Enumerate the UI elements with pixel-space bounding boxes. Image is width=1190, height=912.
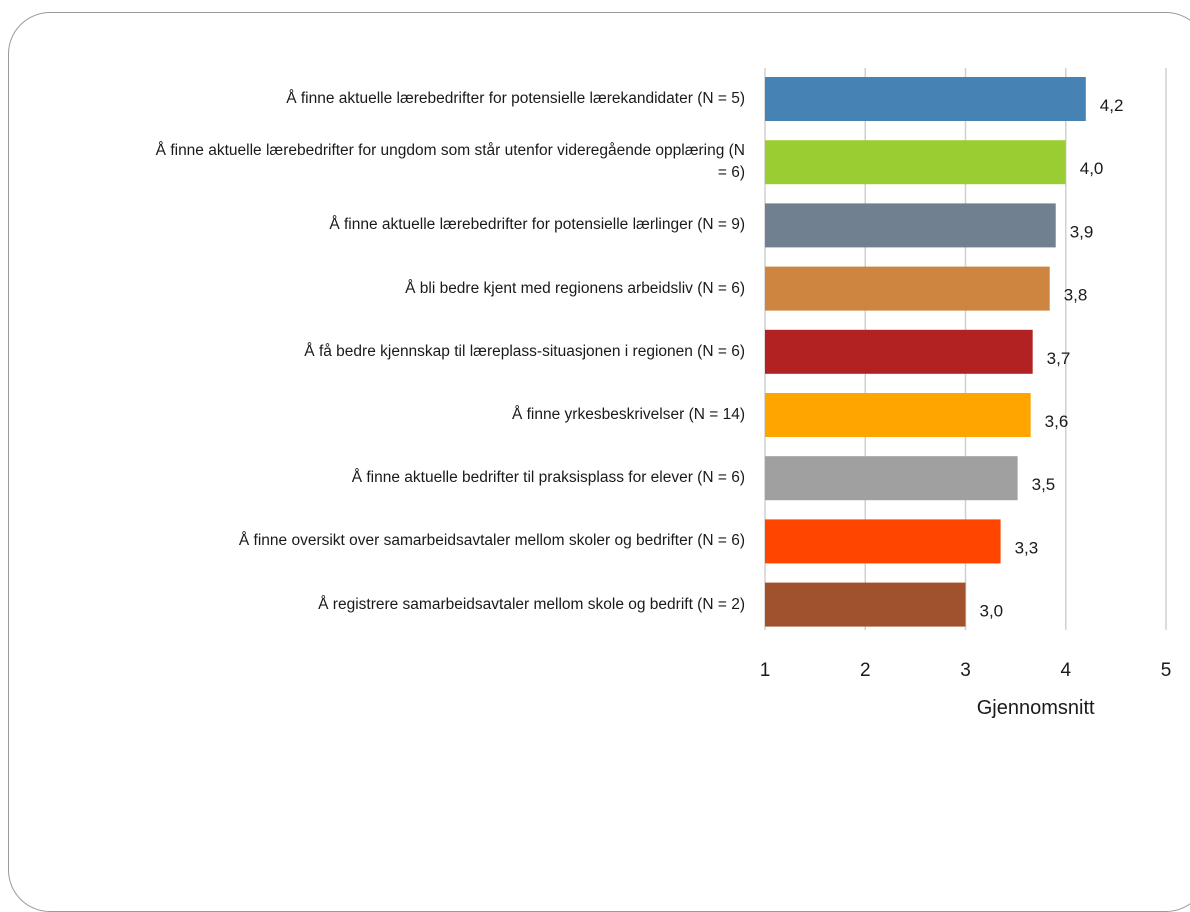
category-label: Å finne aktuelle bedrifter til praksispl…: [351, 469, 745, 487]
x-axis-title: Gjennomsnitt: [977, 697, 1095, 719]
bar: [765, 203, 1056, 248]
data-label: 3,7: [1047, 349, 1071, 368]
category-label: Å registrere samarbeidsavtaler mellom sk…: [318, 595, 745, 613]
category-label: Å finne oversikt over samarbeidsavtaler …: [238, 532, 745, 550]
bar: [765, 77, 1086, 121]
bar: [765, 329, 1033, 374]
category-label: Å bli bedre kjent med regionens arbeidsl…: [405, 279, 745, 297]
bar: [765, 519, 1001, 564]
category-label: Å finne yrkesbeskrivelser (N = 14): [511, 406, 745, 423]
x-tick-label: 4: [1060, 660, 1071, 681]
x-tick-label: 1: [760, 660, 771, 681]
data-label: 3,0: [980, 602, 1004, 621]
bar-chart: 4,2 4,0 3,9 3,8 3,7 3,6 3,5 3,3 3,0 1 2 3 4 5 Gjennoms…: [760, 68, 1172, 719]
bar: [765, 140, 1066, 185]
bar: [765, 456, 1018, 501]
data-label: 3,8: [1064, 286, 1088, 305]
category-label: Å få bedre kjennskap til læreplass-situa…: [304, 342, 745, 360]
bar: [765, 393, 1031, 437]
x-tick-label: 2: [860, 660, 871, 681]
bar: [765, 582, 966, 627]
x-tick-label: 5: [1161, 660, 1172, 681]
x-tick-label: 3: [960, 660, 971, 681]
data-label: 4,0: [1080, 159, 1104, 178]
data-label: 4,2: [1100, 96, 1124, 115]
category-label: Å finne aktuelle lærebedrifter for ungdo…: [155, 142, 745, 182]
data-label: 3,9: [1070, 222, 1094, 241]
category-label: Å finne aktuelle lærebedrifter for poten…: [329, 216, 745, 234]
bar: [765, 266, 1050, 311]
data-label: 3,6: [1045, 412, 1069, 431]
data-label: 3,5: [1032, 475, 1056, 494]
category-label: Å finne aktuelle lærebedrifter for poten…: [286, 90, 745, 107]
data-label: 3,3: [1015, 538, 1039, 557]
